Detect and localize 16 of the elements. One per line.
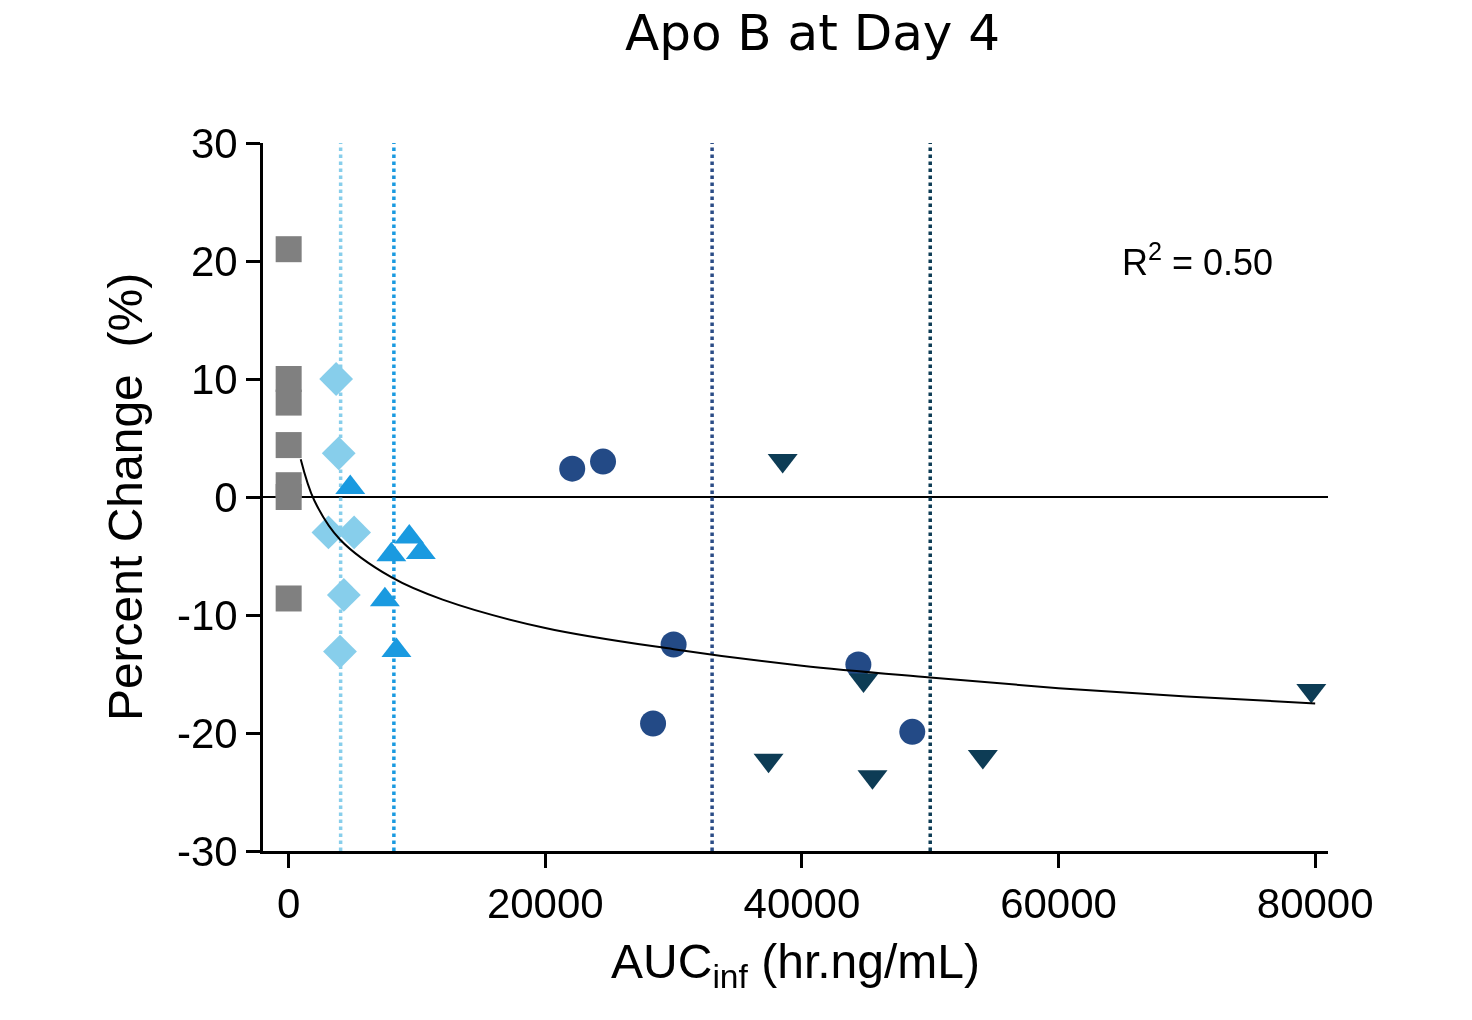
y-tick-label: 10 [190, 355, 238, 403]
y-axis-title: Percent Change (%) [98, 272, 152, 722]
annotation: R$^{2}$ = 0.50 [1122, 237, 1274, 284]
x-tick-label: 80000 [1256, 880, 1374, 928]
y-tick-label: 0 [214, 473, 238, 521]
x-tick-label: 0 [276, 880, 301, 928]
y-tick-label: -20 [176, 709, 238, 757]
y-tick-label: 30 [190, 119, 238, 167]
y-tick-label: 20 [190, 237, 238, 285]
x-tick-label: 20000 [486, 880, 604, 928]
x-tick-label: 60000 [1000, 880, 1117, 928]
y-tick-label: -30 [176, 827, 238, 875]
x-axis-title: AUC$_{inf}$ (hr.ng/mL) [611, 934, 980, 995]
chart-title: Apo B at Day 4 [624, 4, 1001, 63]
y-tick-label: -10 [176, 591, 238, 639]
x-tick-label: 40000 [743, 880, 861, 928]
